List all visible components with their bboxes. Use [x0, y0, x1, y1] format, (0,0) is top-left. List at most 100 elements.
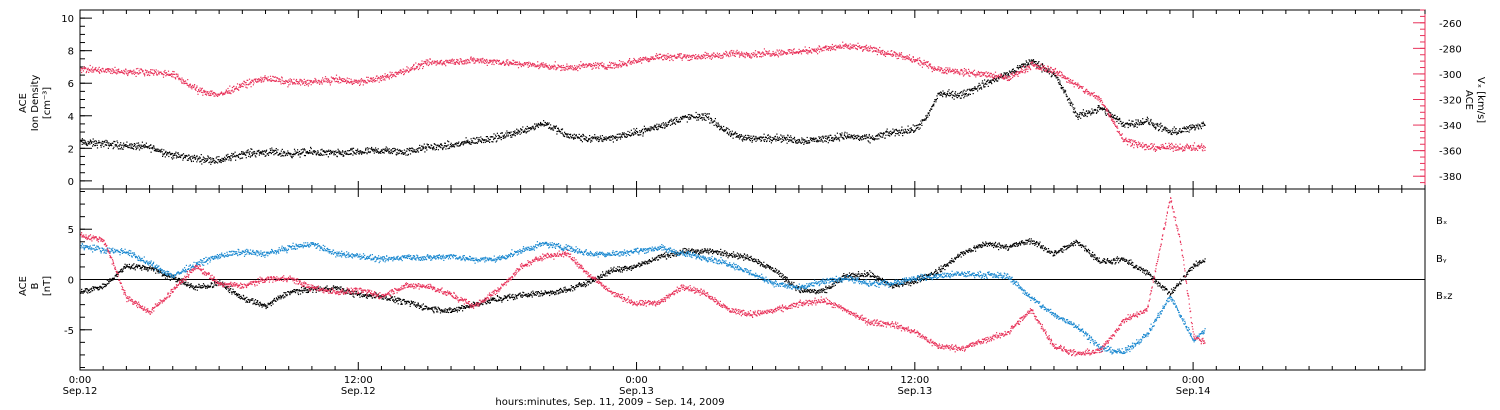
- data-point: [561, 129, 563, 131]
- data-point: [941, 94, 943, 96]
- data-point: [970, 72, 972, 74]
- data-point: [860, 136, 862, 138]
- data-point: [425, 61, 427, 63]
- data-point: [514, 62, 516, 64]
- data-point: [105, 68, 107, 70]
- data-point: [808, 50, 810, 52]
- data-point: [763, 133, 765, 135]
- data-point: [345, 79, 347, 81]
- data-point: [286, 154, 289, 156]
- data-point: [199, 160, 201, 162]
- data-point: [875, 47, 877, 49]
- data-point: [164, 72, 166, 74]
- data-point: [962, 72, 964, 74]
- data-point: [215, 93, 217, 95]
- data-point: [189, 83, 191, 85]
- data-point: [1022, 71, 1024, 74]
- data-point: [522, 63, 524, 66]
- data-point: [617, 64, 619, 66]
- data-point: [455, 61, 457, 63]
- data-point: [421, 60, 423, 62]
- data-point: [314, 81, 316, 83]
- data-point: [281, 77, 283, 79]
- data-point: [634, 129, 636, 131]
- data-point: [756, 56, 758, 58]
- data-point: [352, 154, 354, 156]
- data-point: [411, 67, 413, 69]
- data-point: [672, 121, 674, 123]
- data-point: [349, 153, 351, 155]
- data-point: [484, 139, 486, 141]
- data-point: [1056, 77, 1058, 79]
- data-point: [850, 134, 852, 136]
- data-point: [1191, 126, 1194, 129]
- data-point: [1077, 116, 1079, 118]
- data-point: [107, 142, 109, 144]
- data-point: [211, 90, 213, 92]
- panel-frame: [79, 9, 1426, 190]
- data-point: [591, 136, 593, 138]
- data-point: [403, 70, 405, 72]
- data-point: [269, 80, 271, 82]
- data-point: [544, 63, 546, 65]
- data-point: [602, 66, 604, 68]
- data-point: [506, 132, 509, 134]
- data-point: [435, 64, 437, 66]
- data-point: [935, 98, 937, 101]
- data-point: [336, 81, 339, 83]
- data-point: [285, 155, 287, 157]
- data-point: [912, 124, 914, 126]
- y-tick-label: -260: [1439, 19, 1462, 30]
- data-point: [647, 58, 649, 60]
- data-point: [404, 152, 406, 154]
- data-point: [280, 83, 282, 85]
- data-point: [95, 70, 97, 72]
- data-point: [689, 116, 691, 118]
- data-point: [701, 55, 703, 57]
- data-point: [561, 132, 563, 134]
- data-point: [917, 126, 919, 128]
- data-point: [1129, 123, 1131, 125]
- data-point: [577, 136, 579, 138]
- data-point: [99, 142, 101, 144]
- data-point: [942, 96, 944, 98]
- data-point: [364, 79, 366, 82]
- data-point: [254, 153, 256, 155]
- data-point: [297, 81, 300, 83]
- data-point: [895, 53, 897, 55]
- data-point: [1054, 75, 1056, 77]
- data-point: [812, 138, 815, 140]
- data-point: [675, 120, 677, 122]
- data-point: [698, 54, 700, 56]
- data-point: [552, 127, 554, 129]
- data-point: [1125, 122, 1127, 124]
- data-point: [419, 147, 421, 149]
- data-point: [456, 145, 458, 147]
- data-point: [272, 149, 274, 151]
- data-point: [672, 55, 674, 57]
- data-point: [1177, 132, 1180, 134]
- data-point: [986, 80, 988, 82]
- data-point: [713, 52, 715, 54]
- data-point: [497, 60, 499, 62]
- data-point: [1088, 112, 1090, 114]
- data-point: [985, 71, 987, 73]
- data-point: [343, 80, 345, 82]
- data-point: [310, 148, 312, 150]
- data-point: [160, 151, 162, 153]
- data-point: [642, 59, 644, 61]
- data-point: [552, 66, 554, 68]
- data-point: [1066, 96, 1068, 98]
- data-point: [105, 139, 107, 141]
- data-point: [838, 138, 840, 140]
- data-point: [228, 90, 230, 92]
- data-point: [703, 54, 705, 56]
- data-point: [645, 58, 647, 60]
- data-point: [1064, 91, 1066, 93]
- data-point: [359, 152, 361, 154]
- data-point: [314, 150, 316, 152]
- data-point: [705, 119, 707, 121]
- data-point: [821, 136, 823, 138]
- data-point: [196, 155, 198, 157]
- data-point: [121, 148, 123, 150]
